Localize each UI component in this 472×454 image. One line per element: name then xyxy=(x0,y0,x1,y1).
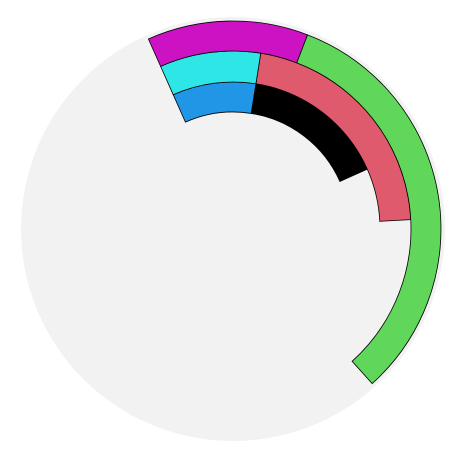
sunburst-slice-ring3-2 xyxy=(296,34,442,385)
